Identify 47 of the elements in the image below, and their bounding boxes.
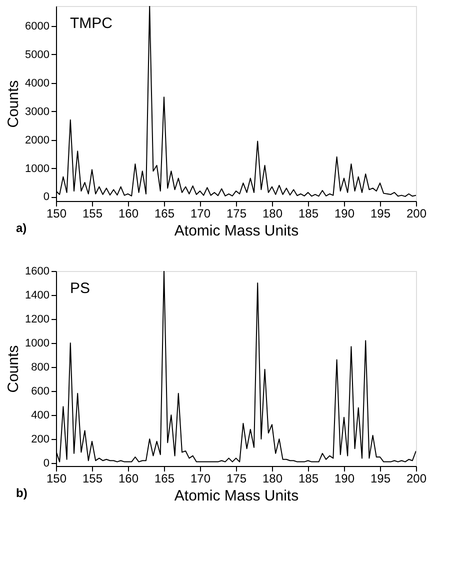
- x-tick-label: 150: [46, 206, 67, 220]
- x-tick-label: 190: [334, 472, 355, 486]
- y-tick-label: 4000: [25, 77, 50, 90]
- annotation: TMPC: [70, 15, 113, 32]
- x-tick-label: 200: [406, 472, 427, 486]
- annotation: PS: [70, 280, 90, 297]
- x-tick-label: 160: [118, 206, 139, 220]
- y-tick-label: 3000: [25, 106, 50, 118]
- y-axis-title: Counts: [5, 345, 22, 393]
- x-tick-label: 180: [262, 472, 283, 486]
- y-tick-label: 200: [31, 434, 50, 446]
- y-tick-label: 600: [31, 386, 50, 398]
- x-axis-title: Atomic Mass Units: [174, 222, 299, 240]
- x-tick-label: 185: [298, 206, 319, 220]
- x-tick-label: 175: [226, 206, 247, 220]
- y-tick-label: 1400: [25, 290, 50, 302]
- x-tick-label: 195: [370, 206, 391, 220]
- y-axis-title: Counts: [5, 80, 22, 128]
- line-series: [56, 271, 416, 462]
- x-tick-label: 170: [190, 206, 211, 220]
- y-tick-label: 800: [31, 362, 50, 374]
- y-tick-label: 1600: [25, 266, 50, 278]
- y-tick-label: 1000: [25, 162, 50, 175]
- text: b): [16, 486, 28, 500]
- y-tick-label: 1000: [25, 338, 50, 350]
- x-tick-label: 155: [82, 206, 103, 220]
- x-tick-label: 195: [370, 472, 391, 486]
- x-tick-label: 175: [226, 472, 247, 486]
- y-tick-label: 5000: [25, 48, 50, 61]
- text: a): [16, 221, 27, 235]
- y-tick-label: 1200: [25, 314, 50, 326]
- x-tick-label: 160: [118, 472, 139, 486]
- x-tick-label: 155: [82, 472, 103, 486]
- x-tick-label: 185: [298, 472, 319, 486]
- y-tick-label: 400: [31, 410, 50, 422]
- x-tick-label: 200: [406, 206, 427, 220]
- x-tick-label: 180: [262, 206, 283, 220]
- x-axis-title: Atomic Mass Units: [174, 488, 299, 504]
- y-tick-label: 0: [43, 458, 50, 470]
- x-tick-label: 165: [154, 206, 175, 220]
- y-tick-label: 2000: [25, 134, 50, 146]
- x-tick-label: 170: [190, 472, 211, 486]
- y-tick-label: 6000: [25, 20, 50, 32]
- x-tick-label: 165: [154, 472, 175, 486]
- x-tick-label: 190: [334, 206, 355, 220]
- y-tick-label: 0: [43, 191, 50, 204]
- x-tick-label: 150: [46, 472, 67, 486]
